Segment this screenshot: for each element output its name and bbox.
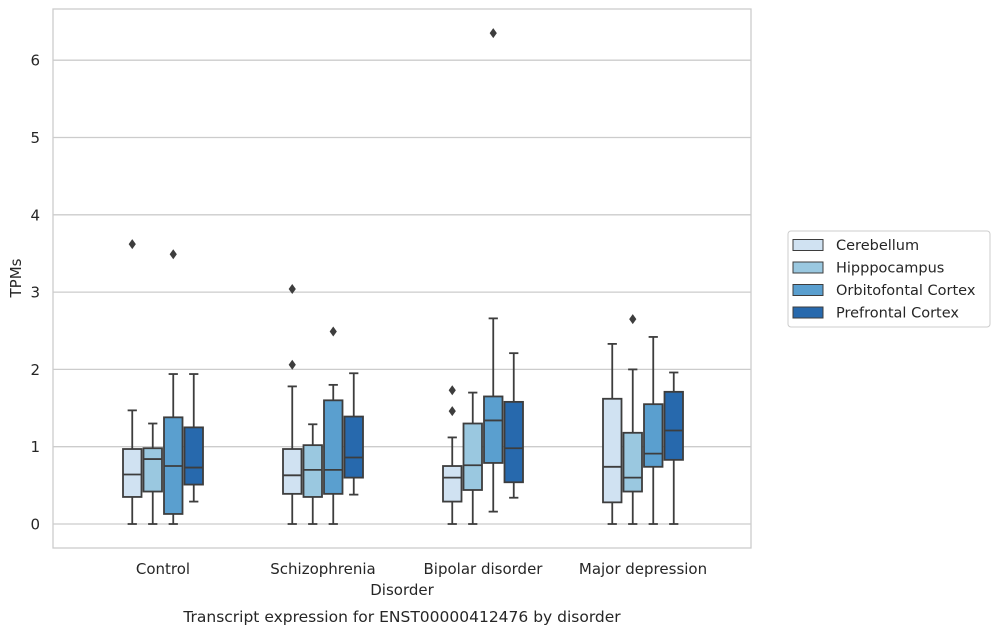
y-axis-title: TPMs: [7, 258, 25, 298]
outlier-point: [128, 239, 136, 250]
box-cerebellum: [282, 284, 303, 525]
iqr-box: [302, 444, 323, 498]
legend-label: Cerebellum: [836, 238, 919, 254]
outlier-point: [288, 284, 296, 295]
box-hipppocampus: [462, 391, 483, 525]
legend-swatch: [792, 239, 824, 251]
box-orbitofontal-cortex: [163, 249, 184, 525]
y-tick-label: 1: [30, 438, 40, 456]
category-group: [602, 314, 684, 525]
iqr-box: [483, 395, 504, 464]
iqr-box: [142, 447, 163, 493]
outlier-point: [329, 326, 337, 337]
x-axis-ticks: Control Schizophrenia Bipolar disorder Majo…: [136, 560, 707, 578]
legend-frame: [787, 230, 991, 328]
outlier-point: [169, 249, 177, 260]
box-cerebellum: [602, 342, 623, 525]
y-tick-label: 2: [30, 361, 40, 379]
category-group: [282, 284, 364, 525]
box-cerebellum: [442, 385, 463, 525]
iqr-box: [282, 448, 303, 495]
x-tick-label: Schizophrenia: [270, 560, 375, 578]
legend-swatch: [792, 261, 824, 274]
category-group: [122, 239, 204, 525]
outlier-point: [448, 406, 456, 417]
y-tick-label: 4: [30, 206, 40, 224]
legend-swatch: [792, 306, 824, 319]
iqr-box: [183, 426, 204, 486]
plot-frame: [52, 8, 752, 549]
x-axis-title: Disorder: [370, 581, 434, 599]
iqr-box: [122, 448, 143, 498]
box-hipppocampus: [142, 422, 163, 525]
y-tick-label: 5: [30, 129, 40, 147]
box-prefrontal-cortex: [503, 352, 524, 499]
y-tick-label: 6: [30, 52, 40, 70]
iqr-box: [462, 422, 483, 491]
box-orbitofontal-cortex: [643, 336, 664, 525]
outlier-point: [288, 359, 296, 370]
box-hipppocampus: [302, 423, 323, 525]
iqr-box: [622, 431, 643, 493]
x-tick-label: Major depression: [579, 560, 707, 578]
box-prefrontal-cortex: [183, 373, 204, 503]
outlier-point: [489, 28, 497, 39]
legend-label: Prefrontal Cortex: [836, 306, 959, 322]
iqr-box: [442, 465, 463, 503]
outlier-point: [448, 385, 456, 396]
outlier-point: [629, 314, 637, 325]
x-tick-label: Bipolar disorder: [424, 560, 544, 578]
iqr-box: [643, 403, 664, 468]
legend-swatch: [792, 284, 824, 296]
box-plot-area: [122, 28, 684, 525]
box-orbitofontal-cortex: [323, 326, 344, 525]
box-prefrontal-cortex: [343, 372, 364, 496]
legend-label: Orbitofontal Cortex: [836, 283, 976, 299]
iqr-box: [663, 390, 684, 461]
iqr-box: [343, 415, 364, 479]
x-tick-label: Control: [136, 560, 190, 578]
chart-caption: Transcript expression for ENST0000041247…: [182, 608, 621, 626]
box-orbitofontal-cortex: [483, 28, 504, 513]
iqr-box: [323, 399, 344, 495]
box-cerebellum: [122, 239, 143, 525]
legend-label: Hipppocampus: [836, 261, 944, 277]
box-prefrontal-cortex: [663, 371, 684, 525]
y-tick-label: 0: [30, 516, 40, 534]
y-tick-label: 3: [30, 284, 40, 302]
y-axis-ticks: 0 1 2 3 4 5 6: [30, 52, 40, 534]
category-group: [442, 28, 524, 525]
legend: Cerebellum Hipppocampus Orbitofontal Corte…: [787, 230, 991, 328]
iqr-box: [602, 397, 623, 504]
box-hipppocampus: [622, 314, 643, 525]
iqr-box: [503, 400, 524, 484]
